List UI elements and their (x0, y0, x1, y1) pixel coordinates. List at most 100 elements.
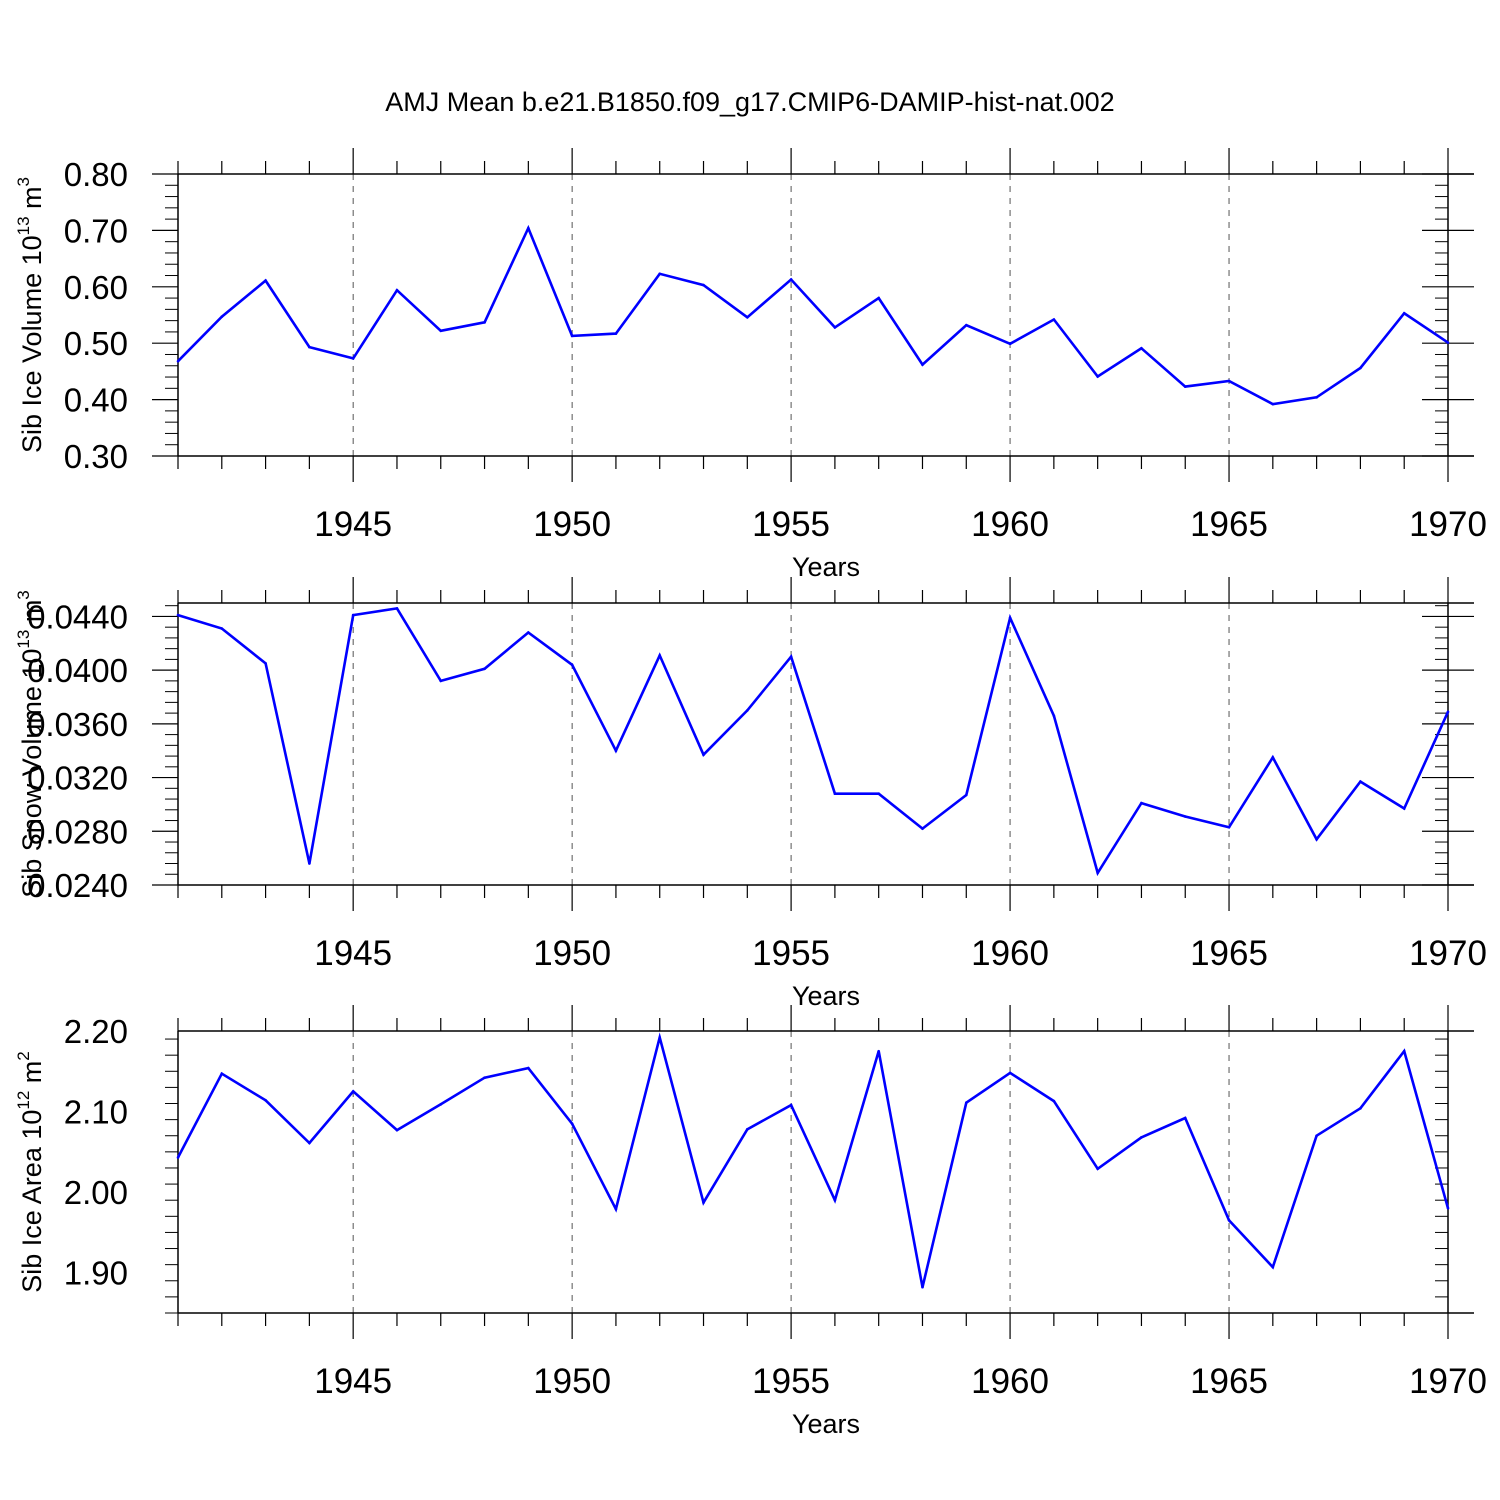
x-tick-label: 1960 (971, 505, 1049, 544)
x-tick-label: 1955 (752, 1362, 830, 1401)
data-point (746, 315, 749, 319)
data-point (1359, 366, 1362, 370)
data-point (395, 288, 399, 292)
y-axis-label-superscript: 13 (14, 216, 33, 235)
y-tick-label: 2.00 (64, 1174, 128, 1211)
data-point (789, 1103, 793, 1107)
y-tick-label: 0.50 (64, 325, 128, 362)
x-axis-label: Years (792, 1409, 860, 1439)
data-point (308, 862, 311, 865)
data-point (1359, 780, 1362, 783)
y-tick-label: 0.0440 (27, 598, 128, 635)
x-tick-label: 1950 (533, 1362, 611, 1401)
data-point (176, 613, 180, 617)
data-point (1315, 1134, 1318, 1138)
data-point (1446, 710, 1450, 714)
data-point (964, 323, 968, 327)
series-line (176, 1032, 1450, 1288)
y-tick-label: 0.40 (64, 382, 128, 419)
data-point (439, 329, 443, 333)
y-tick-label: 2.20 (64, 1013, 128, 1050)
data-point (1227, 825, 1231, 829)
data-point (395, 607, 399, 610)
data-point (264, 279, 267, 282)
figure-title: AMJ Mean b.e21.B1850.f09_g17.CMIP6-DAMIP… (385, 87, 1114, 117)
y-axis-label-part: Sib Ice Area 10 (17, 1110, 47, 1293)
data-point (1271, 1265, 1275, 1269)
x-axis-label: Years (792, 981, 860, 1011)
data-point (439, 1103, 443, 1106)
data-point (921, 827, 924, 830)
data-point (351, 613, 355, 617)
y-axis-label-superscript: 3 (14, 590, 33, 599)
data-point (1402, 1049, 1406, 1053)
data-point (1271, 402, 1275, 406)
data-point (1052, 1099, 1056, 1103)
data-point (176, 1156, 180, 1159)
x-tick-label: 1945 (314, 1362, 392, 1401)
data-point (746, 709, 749, 712)
y-axis-label: Sib Ice Area 1012 m2 (14, 1051, 47, 1293)
data-point (1008, 342, 1012, 346)
x-tick-label: 1955 (752, 934, 830, 973)
y-tick-label: 0.30 (64, 438, 128, 475)
chart-panel-2: 0.0240 0.0280 0.0320 0.0360 0.0400 0.0440 1945… (14, 577, 1487, 1011)
data-point (1096, 871, 1099, 875)
series-line (177, 224, 1449, 406)
data-point (789, 278, 793, 281)
y-tick-label: 0.0320 (27, 760, 128, 797)
x-tick-label: 1970 (1409, 1362, 1487, 1401)
data-point (658, 1036, 662, 1039)
data-point (1052, 318, 1056, 321)
data-point (351, 1090, 355, 1093)
data-point (614, 1207, 618, 1211)
x-tick-label: 1960 (971, 1362, 1049, 1401)
data-point (570, 334, 574, 338)
y-tick-label: 2.10 (64, 1094, 128, 1131)
y-axis-label-part: m (17, 600, 47, 630)
y-tick-label: 0.80 (64, 156, 128, 193)
data-point (1008, 616, 1012, 620)
series-line (177, 606, 1450, 877)
data-point (658, 272, 662, 276)
data-point (1140, 346, 1143, 350)
data-point (833, 792, 837, 795)
data-point (702, 283, 705, 287)
data-point (308, 345, 311, 349)
x-tick-label: 1945 (314, 934, 392, 973)
data-point (570, 663, 574, 667)
y-tick-label: 0.0280 (27, 813, 128, 850)
data-point (1402, 807, 1406, 810)
data-point (614, 332, 618, 335)
data-point (308, 1141, 311, 1145)
data-point (220, 315, 224, 318)
data-point (220, 627, 224, 630)
x-tick-label: 1950 (533, 505, 611, 544)
y-axis-label: Sib Snow Volume 1013 m3 (14, 590, 47, 898)
data-point (570, 1122, 574, 1125)
data-point (439, 679, 443, 683)
data-point (1359, 1107, 1362, 1110)
data-point (1315, 396, 1318, 399)
data-point (702, 753, 705, 757)
data-point (351, 357, 355, 360)
y-axis-label-part: Sib Ice Volume 10 (17, 235, 47, 453)
x-tick-label: 1970 (1409, 505, 1487, 544)
data-point (833, 1198, 837, 1202)
chart-panels: 0.30 0.40 0.50 0.60 0.70 0.80 1945 1950 1955 1960… (14, 148, 1487, 1439)
data-point (789, 655, 793, 659)
data-point (483, 1076, 486, 1080)
data-point (921, 363, 924, 366)
data-point (527, 1066, 530, 1070)
y-tick-label: 1.90 (64, 1255, 128, 1292)
y-tick-label: 0.70 (64, 212, 128, 249)
data-point (483, 667, 486, 671)
data-point (921, 1285, 924, 1289)
data-point (877, 296, 880, 300)
x-tick-label: 1950 (533, 934, 611, 973)
data-point (833, 326, 837, 329)
data-point (1446, 341, 1450, 344)
chart-panel-1: 0.30 0.40 0.50 0.60 0.70 0.80 1945 1950 1955 1960… (14, 148, 1487, 582)
data-point (1008, 1071, 1012, 1075)
